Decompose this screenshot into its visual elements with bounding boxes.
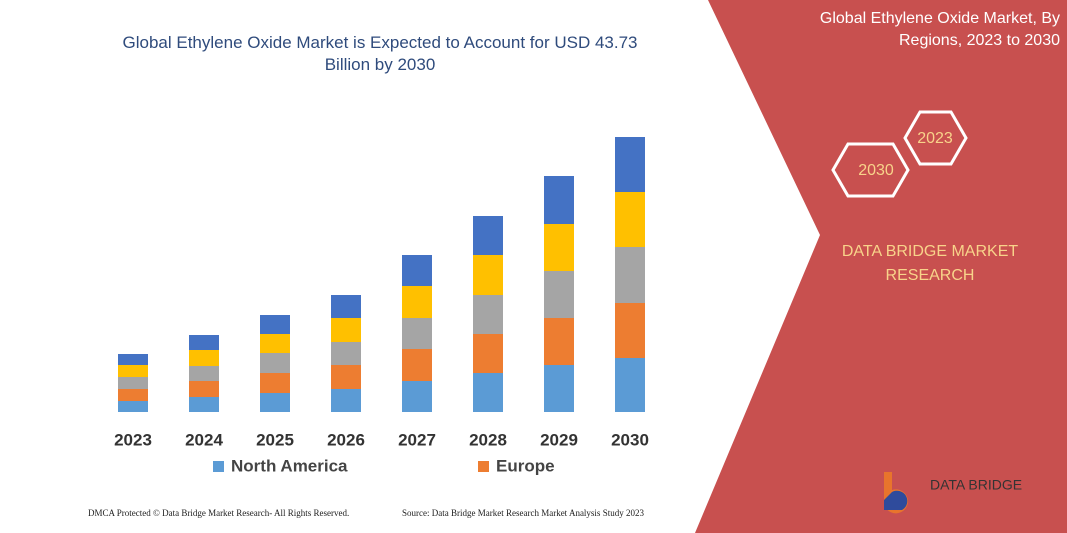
x-tick-label: 2026 <box>327 430 365 449</box>
bar-segment <box>331 365 361 389</box>
bar-segment <box>473 216 503 255</box>
bar-segment <box>331 389 361 412</box>
bar-segment <box>260 334 290 353</box>
panel-title: Global Ethylene Oxide Market, By Regions… <box>819 10 1060 49</box>
bar-segment <box>402 286 432 318</box>
bar-segment <box>189 335 219 350</box>
panel-title-box: Global Ethylene Oxide Market, By Regions… <box>819 10 1060 49</box>
bar-segment <box>402 255 432 286</box>
bar-segment <box>189 397 219 412</box>
bar-segment <box>118 377 148 389</box>
bar-segment <box>615 247 645 303</box>
bar-segment <box>473 334 503 373</box>
bar-segment <box>544 176 574 224</box>
bar-segment <box>402 381 432 412</box>
x-tick-label: 2023 <box>114 430 152 449</box>
bar-segment <box>402 318 432 349</box>
bar-segment <box>544 271 574 318</box>
x-tick-label: 2030 <box>611 430 649 449</box>
bar-segment <box>544 365 574 412</box>
hexagon <box>903 110 968 166</box>
bar-segment <box>544 318 574 365</box>
x-tick-label: 2027 <box>398 430 436 449</box>
legend-swatch <box>478 461 489 472</box>
bar-segment <box>118 389 148 401</box>
x-tick-label: 2028 <box>469 430 507 449</box>
bar-segment <box>473 373 503 412</box>
bar-segment <box>118 365 148 377</box>
bar-segment <box>331 342 361 365</box>
hex-label: 2023 <box>917 130 953 147</box>
bar-segment <box>260 373 290 393</box>
legend-label: Europe <box>496 456 555 475</box>
bar-segment <box>189 350 219 366</box>
x-tick-label: 2024 <box>185 430 223 449</box>
bar-segment <box>473 295 503 334</box>
title-box: Global Ethylene Oxide Market is Expected… <box>122 33 638 74</box>
bar-segment <box>189 366 219 381</box>
logo-text: DATA BRIDGE <box>930 477 1022 493</box>
hex-label: 2030 <box>858 162 894 179</box>
bar-segment <box>615 303 645 358</box>
footer-left: DMCA Protected © Data Bridge Market Rese… <box>88 508 349 518</box>
side-panel <box>695 0 1067 533</box>
brand-box: DATA BRIDGE MARKET RESEARCH <box>841 243 1019 284</box>
bar-segment <box>615 192 645 247</box>
bar-segment <box>331 295 361 318</box>
bar-segment <box>260 353 290 373</box>
bar-segment <box>615 358 645 412</box>
bar-segment <box>118 354 148 365</box>
bar-segment <box>331 318 361 342</box>
footer-right: Source: Data Bridge Market Research Mark… <box>402 508 644 518</box>
bar-segment <box>260 393 290 412</box>
brand: DATA BRIDGE MARKET RESEARCH <box>841 243 1019 284</box>
x-tick-label: 2025 <box>256 430 294 449</box>
chart-title: Global Ethylene Oxide Market is Expected… <box>122 33 638 74</box>
hexagon <box>831 142 910 198</box>
logo-icon <box>884 490 908 510</box>
bar-segment <box>544 224 574 271</box>
legend-swatch <box>213 461 224 472</box>
legend-label: North America <box>231 456 348 475</box>
bar-segment <box>118 401 148 412</box>
bar-segment <box>402 349 432 381</box>
bar-segment <box>260 315 290 334</box>
bar-segment <box>473 255 503 295</box>
bar-segment <box>189 381 219 397</box>
bar-segment <box>615 137 645 192</box>
x-tick-label: 2029 <box>540 430 578 449</box>
